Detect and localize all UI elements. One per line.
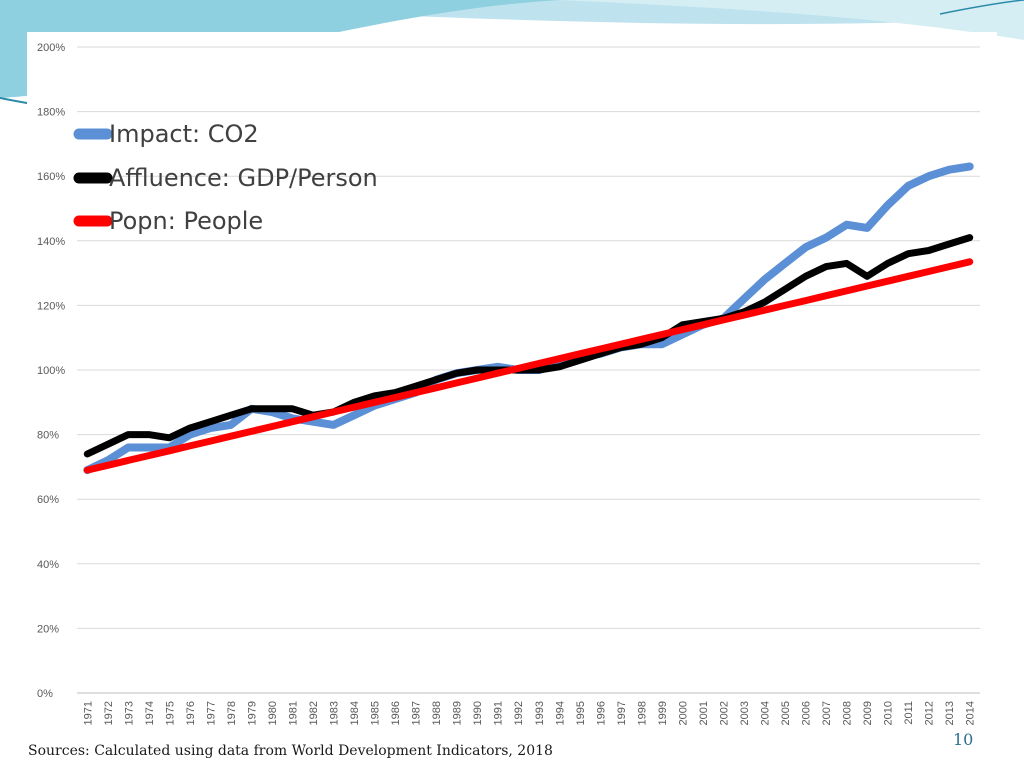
y-tick-label: 180% [37,107,65,119]
x-tick-label: 1995 [575,701,587,725]
x-tick-label: 1992 [513,701,525,725]
x-tick-label: 1991 [493,701,505,725]
y-tick-label: 160% [37,171,65,183]
x-tick-label: 1999 [657,701,669,725]
x-tick-label: 2014 [965,701,977,725]
x-tick-label: 1981 [287,701,299,725]
x-tick-label: 1980 [267,701,279,725]
header-swoosh-right [560,0,1024,40]
x-tick-label: 1989 [452,701,464,725]
x-tick-label: 1976 [185,701,197,725]
x-tick-label: 2002 [718,701,730,725]
right-edge-curve [939,0,1024,15]
y-tick-label: 40% [37,559,59,571]
x-tick-label: 1982 [308,701,320,725]
x-axis-tick-labels: 1971 1972 1973 1974 1975 1976 1977 1978 1979 1980… [82,701,976,725]
x-tick-label: 1973 [123,701,135,725]
legend-label-0: Impact: CO2 [109,120,259,148]
source-note: Sources: Calculated using data from Worl… [28,743,553,759]
x-tick-label: 1988 [431,701,443,725]
y-tick-label: 0% [37,688,53,700]
y-axis-tick-labels: 0% 20% 40% 60% 80% 100% 120% 140% 160% 180% 200% [37,42,65,700]
x-tick-label: 2004 [760,701,772,725]
x-tick-label: 2007 [821,701,833,725]
chart-panel: 0% 20% 40% 60% 80% 100% 120% 140% 160% 180% 200% 1… [27,32,997,738]
x-tick-label: 1983 [329,701,341,725]
x-tick-label: 1977 [205,701,217,725]
x-tick-label: 1985 [370,701,382,725]
x-tick-label: 2011 [903,701,915,725]
x-tick-label: 1984 [349,701,361,725]
x-tick-label: 1996 [595,701,607,725]
x-tick-label: 2008 [842,701,854,725]
x-tick-label: 2000 [677,701,689,725]
x-tick-label: 1975 [164,701,176,725]
y-tick-label: 20% [37,623,59,635]
x-tick-label: 2013 [944,701,956,725]
x-tick-label: 1974 [144,701,156,725]
x-tick-label: 1986 [390,701,402,725]
x-tick-label: 1994 [554,701,566,725]
x-tick-label: 2012 [924,701,936,725]
x-tick-label: 2006 [801,701,813,725]
y-tick-label: 140% [37,236,65,248]
line-chart: 0% 20% 40% 60% 80% 100% 120% 140% 160% 180% 200% 1… [37,42,980,725]
y-tick-label: 200% [37,42,65,54]
legend-label-2: Popn: People [109,207,263,235]
legend-label-1: Affluence: GDP/Person [109,164,378,192]
y-tick-label: 60% [37,494,59,506]
x-tick-label: 2001 [698,701,710,725]
y-tick-label: 80% [37,430,59,442]
x-tick-label: 2005 [780,701,792,725]
x-tick-label: 1993 [534,701,546,725]
x-tick-label: 1978 [226,701,238,725]
slide-number: 10 [953,730,974,749]
x-tick-label: 1971 [82,701,94,725]
series-line-1 [83,234,974,458]
x-tick-label: 1997 [616,701,628,725]
x-tick-label: 1998 [636,701,648,725]
series-lines [83,162,974,475]
series-line-2 [83,258,974,474]
legend: Impact: CO2 Affluence: GDP/Person Popn: Pe… [73,120,378,235]
x-tick-label: 2010 [883,701,895,725]
x-tick-label: 1979 [246,701,258,725]
x-tick-label: 1972 [103,701,115,725]
y-tick-label: 100% [37,365,65,377]
x-tick-label: 2003 [739,701,751,725]
x-tick-label: 1990 [472,701,484,725]
y-tick-label: 120% [37,300,65,312]
x-tick-label: 1987 [411,701,423,725]
x-tick-label: 2009 [862,701,874,725]
